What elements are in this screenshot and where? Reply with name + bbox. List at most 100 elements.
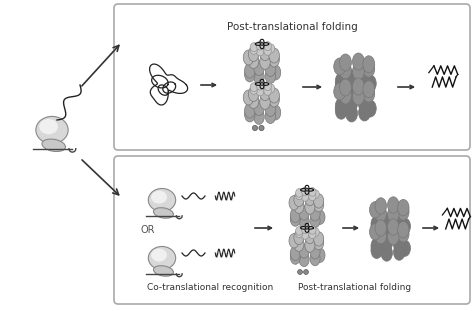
Ellipse shape <box>148 188 176 211</box>
Ellipse shape <box>398 221 409 238</box>
Ellipse shape <box>301 193 309 201</box>
Ellipse shape <box>309 192 316 201</box>
Ellipse shape <box>290 212 301 226</box>
Ellipse shape <box>296 227 303 235</box>
Ellipse shape <box>365 75 376 92</box>
Ellipse shape <box>254 61 264 76</box>
Ellipse shape <box>269 88 279 103</box>
Ellipse shape <box>269 92 279 107</box>
Ellipse shape <box>388 228 399 245</box>
Ellipse shape <box>256 41 264 50</box>
Ellipse shape <box>294 230 304 245</box>
Ellipse shape <box>42 139 65 151</box>
Ellipse shape <box>265 62 276 77</box>
Ellipse shape <box>359 96 371 113</box>
Ellipse shape <box>267 84 275 93</box>
Ellipse shape <box>304 270 309 274</box>
Ellipse shape <box>289 234 299 248</box>
Ellipse shape <box>296 188 303 197</box>
Ellipse shape <box>309 188 316 196</box>
Ellipse shape <box>353 53 365 70</box>
Ellipse shape <box>335 77 347 94</box>
Ellipse shape <box>335 102 347 119</box>
Ellipse shape <box>290 246 301 261</box>
Ellipse shape <box>245 103 255 118</box>
Ellipse shape <box>339 87 351 104</box>
Ellipse shape <box>346 95 357 112</box>
Ellipse shape <box>269 48 279 63</box>
Ellipse shape <box>265 109 276 123</box>
Ellipse shape <box>259 125 264 131</box>
Ellipse shape <box>260 94 270 109</box>
Ellipse shape <box>294 199 304 213</box>
Ellipse shape <box>393 214 405 230</box>
Ellipse shape <box>301 231 309 239</box>
Ellipse shape <box>375 198 386 214</box>
Ellipse shape <box>36 116 68 144</box>
Ellipse shape <box>264 46 271 55</box>
Ellipse shape <box>310 245 320 259</box>
Ellipse shape <box>398 226 409 242</box>
Ellipse shape <box>315 210 325 225</box>
Ellipse shape <box>254 101 264 116</box>
Ellipse shape <box>245 63 255 78</box>
Ellipse shape <box>270 65 281 80</box>
Ellipse shape <box>315 248 325 262</box>
Ellipse shape <box>260 46 270 61</box>
Ellipse shape <box>254 109 264 124</box>
Ellipse shape <box>399 218 410 234</box>
Ellipse shape <box>370 202 381 218</box>
Ellipse shape <box>398 199 409 216</box>
Ellipse shape <box>151 248 167 262</box>
Ellipse shape <box>334 58 346 75</box>
Ellipse shape <box>393 236 405 253</box>
Ellipse shape <box>371 220 383 237</box>
Ellipse shape <box>250 85 258 94</box>
Ellipse shape <box>154 266 173 276</box>
Ellipse shape <box>243 50 254 65</box>
Ellipse shape <box>290 250 301 264</box>
Ellipse shape <box>365 100 376 117</box>
Ellipse shape <box>375 227 386 244</box>
Ellipse shape <box>264 82 271 91</box>
Ellipse shape <box>363 60 375 77</box>
Ellipse shape <box>256 81 264 90</box>
Ellipse shape <box>305 230 315 244</box>
Ellipse shape <box>339 54 351 71</box>
Ellipse shape <box>269 52 279 67</box>
Ellipse shape <box>154 208 173 218</box>
Text: Post-translational folding: Post-translational folding <box>299 283 411 292</box>
Text: Co-translational recognition: Co-translational recognition <box>147 283 273 292</box>
Ellipse shape <box>371 238 383 254</box>
Ellipse shape <box>267 44 275 53</box>
Ellipse shape <box>151 191 167 204</box>
Ellipse shape <box>371 242 383 258</box>
Ellipse shape <box>363 81 375 98</box>
Ellipse shape <box>270 105 281 120</box>
Ellipse shape <box>381 223 392 239</box>
Ellipse shape <box>299 244 309 258</box>
Ellipse shape <box>264 42 271 51</box>
Ellipse shape <box>296 191 303 200</box>
FancyBboxPatch shape <box>114 4 470 150</box>
Ellipse shape <box>314 197 324 212</box>
Ellipse shape <box>250 83 258 92</box>
Ellipse shape <box>339 79 351 96</box>
Ellipse shape <box>381 235 392 252</box>
Ellipse shape <box>371 216 383 232</box>
Ellipse shape <box>346 80 357 97</box>
Ellipse shape <box>381 213 392 230</box>
Ellipse shape <box>245 107 255 122</box>
FancyBboxPatch shape <box>114 156 470 304</box>
Ellipse shape <box>252 125 257 131</box>
Ellipse shape <box>370 224 381 240</box>
Ellipse shape <box>250 45 258 54</box>
Ellipse shape <box>254 69 264 84</box>
Ellipse shape <box>264 86 271 95</box>
Ellipse shape <box>260 86 270 101</box>
Ellipse shape <box>335 73 347 90</box>
Ellipse shape <box>256 87 264 96</box>
Ellipse shape <box>353 63 365 80</box>
Text: OR: OR <box>141 225 155 235</box>
Ellipse shape <box>339 62 351 79</box>
